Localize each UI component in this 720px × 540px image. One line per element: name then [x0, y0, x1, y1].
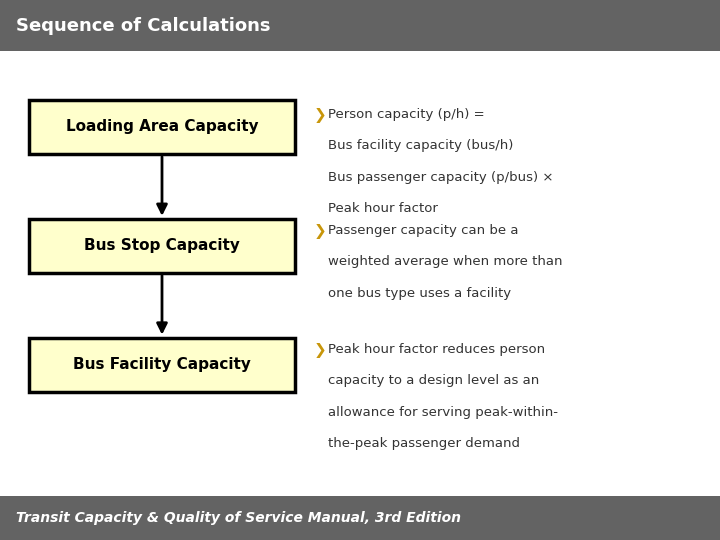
Text: Loading Area Capacity: Loading Area Capacity: [66, 119, 258, 134]
Text: weighted average when more than: weighted average when more than: [328, 255, 562, 268]
Text: ❯: ❯: [313, 224, 326, 239]
Text: Bus Facility Capacity: Bus Facility Capacity: [73, 357, 251, 372]
Text: one bus type uses a facility: one bus type uses a facility: [328, 287, 510, 300]
Text: the-peak passenger demand: the-peak passenger demand: [328, 437, 520, 450]
FancyBboxPatch shape: [29, 100, 295, 154]
Text: Peak hour factor: Peak hour factor: [328, 202, 438, 215]
Text: ❯: ❯: [313, 108, 326, 123]
Text: Transit Capacity & Quality of Service Manual, 3rd Edition: Transit Capacity & Quality of Service Ma…: [16, 511, 461, 525]
Text: allowance for serving peak-within-: allowance for serving peak-within-: [328, 406, 557, 419]
Text: Person capacity (p/h) =: Person capacity (p/h) =: [328, 108, 485, 121]
Text: Bus passenger capacity (p/bus) ×: Bus passenger capacity (p/bus) ×: [328, 171, 553, 184]
Text: Bus facility capacity (bus/h): Bus facility capacity (bus/h): [328, 139, 513, 152]
FancyBboxPatch shape: [29, 338, 295, 392]
Text: Passenger capacity can be a: Passenger capacity can be a: [328, 224, 518, 237]
FancyBboxPatch shape: [29, 219, 295, 273]
Bar: [0, 496, 720, 540]
Text: ❯: ❯: [313, 343, 326, 358]
Text: Peak hour factor reduces person: Peak hour factor reduces person: [328, 343, 545, 356]
Text: Bus Stop Capacity: Bus Stop Capacity: [84, 238, 240, 253]
Text: capacity to a design level as an: capacity to a design level as an: [328, 374, 539, 387]
Text: Sequence of Calculations: Sequence of Calculations: [16, 17, 270, 35]
Bar: [0, 51, 720, 496]
Bar: [0, 0, 720, 51]
